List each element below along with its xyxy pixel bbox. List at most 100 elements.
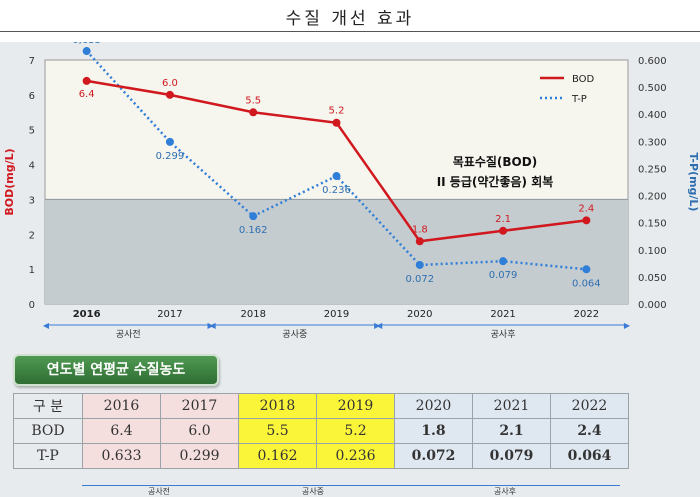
table-cell: 0.633 [82, 443, 161, 469]
bod-data-label: 5.5 [245, 95, 261, 106]
right-tick-label: 0.500 [638, 83, 667, 94]
tp-data-label: 0.064 [572, 278, 601, 289]
period-arrow-right: ▶ [624, 321, 631, 330]
left-tick-label: 7 [29, 56, 35, 67]
year-header: 2019 [316, 393, 395, 419]
period-arrow-left: ◀ [43, 321, 50, 330]
period-arrow-right: ▶ [374, 321, 381, 330]
year-header: 2021 [472, 393, 551, 419]
left-tick-label: 1 [29, 265, 35, 276]
bod-point [82, 76, 91, 85]
tp-data-label: 0.236 [322, 185, 351, 196]
tp-point [332, 172, 341, 181]
period-arrow-left: ◀ [376, 321, 383, 330]
tp-point [415, 260, 424, 269]
table-period-mid: 공사중 [301, 487, 325, 496]
right-tick-label: 0.250 [638, 164, 667, 175]
bod-point [249, 108, 258, 117]
right-tick-label: 0.000 [638, 300, 667, 311]
target-annotation-line2: II 등급(약간좋음) 회복 [437, 174, 554, 189]
bod-point [582, 216, 591, 225]
x-tick-label: 2017 [157, 309, 182, 320]
bod-data-label: 6.4 [79, 89, 95, 100]
period-label: 공사중 [282, 329, 307, 340]
page-title: 수질 개선 효과 [285, 9, 415, 29]
tp-point [165, 137, 174, 146]
tp-data-label: 0.299 [156, 151, 185, 162]
right-tick-label: 0.300 [638, 137, 667, 148]
period-label: 공사후 [491, 329, 516, 340]
left-tick-label: 0 [29, 300, 35, 311]
table-cell: 0.299 [160, 443, 239, 469]
bod-data-label: 2.1 [495, 214, 511, 225]
table-cell: 2.1 [472, 418, 551, 444]
table-header-row: 구 분 2016 2017 2018 2019 2020 2021 2022 [13, 393, 629, 419]
right-axis-title: T-P(mg/L) [687, 153, 700, 212]
table-cell: 0.162 [238, 443, 317, 469]
left-tick-label: 4 [29, 161, 35, 172]
bod-point [165, 90, 174, 99]
title-rule [0, 31, 700, 32]
year-header: 2018 [238, 393, 317, 419]
left-axis-title: BOD(mg/L) [3, 148, 16, 215]
tp-point [82, 47, 91, 56]
period-line-pre [82, 485, 236, 486]
period-line-mid [236, 485, 390, 486]
right-tick-label: 0.100 [638, 246, 667, 257]
left-tick-label: 6 [29, 91, 35, 102]
table-cell: 0.236 [316, 443, 395, 469]
table-cell: 0.072 [394, 443, 473, 469]
left-tick-label: 3 [29, 195, 35, 206]
table-title-badge: 연도별 연평균 수질농도 [13, 354, 219, 386]
bod-point [499, 226, 508, 235]
tp-data-label: 0.162 [239, 225, 268, 236]
left-tick-label: 2 [29, 230, 35, 241]
year-header: 2020 [394, 393, 473, 419]
tp-point [582, 265, 591, 274]
period-line-post [390, 485, 620, 486]
year-header: 2016 [82, 393, 161, 419]
bod-data-label: 5.2 [329, 106, 345, 117]
table-cell: 5.2 [316, 418, 395, 444]
row-label: BOD [13, 418, 83, 444]
table-period-post: 공사후 [493, 487, 517, 496]
year-header: 2017 [160, 393, 239, 419]
table-cell: 6.0 [160, 418, 239, 444]
table-cell: 6.4 [82, 418, 161, 444]
table-period-pre: 공사전 [147, 487, 171, 496]
concentration-table: 구 분 2016 2017 2018 2019 2020 2021 2022 B… [13, 393, 629, 469]
left-tick-label: 5 [29, 126, 35, 137]
tp-point [499, 257, 508, 266]
tp-data-label: 0,633 [72, 42, 101, 46]
tp-data-label: 0.072 [405, 274, 434, 285]
right-tick-label: 0.600 [638, 56, 667, 67]
x-tick-label: 2019 [324, 309, 349, 320]
year-header: 2022 [550, 393, 629, 419]
x-tick-label: 2022 [574, 309, 599, 320]
period-label: 공사전 [116, 329, 141, 340]
right-tick-label: 0.050 [638, 273, 667, 284]
table-cell: 0.079 [472, 443, 551, 469]
x-tick-label: 2021 [490, 309, 515, 320]
tp-data-label: 0.079 [489, 270, 518, 281]
bod-data-label: 2.4 [578, 203, 594, 214]
table-row-tp: T-P 0.633 0.299 0.162 0.236 0.072 0.079 … [13, 443, 629, 469]
bod-data-label: 1.8 [412, 224, 428, 235]
period-arrow-right: ▶ [207, 321, 214, 330]
x-tick-label: 2016 [73, 309, 101, 320]
right-tick-label: 0.150 [638, 219, 667, 230]
row-label: T-P [13, 443, 83, 469]
x-tick-label: 2020 [407, 309, 432, 320]
legend-tp-label: T-P [571, 94, 587, 105]
tp-point [249, 212, 258, 221]
water-quality-chart: 0 1 2 3 4 5 6 7 0.000 0.050 0.100 0.150 0.200 0.250 0.… [3, 42, 700, 340]
x-tick-label: 2018 [240, 309, 265, 320]
bod-point [332, 118, 341, 127]
target-annotation-line1: 목표수질(BOD) [453, 155, 537, 169]
table-cell: 5.5 [238, 418, 317, 444]
table-cell: 2.4 [550, 418, 629, 444]
period-arrow-left: ◀ [209, 321, 216, 330]
table-cell: 1.8 [394, 418, 473, 444]
table-row-bod: BOD 6.4 6.0 5.5 5.2 1.8 2.1 2.4 [13, 418, 629, 444]
table-cell: 0.064 [550, 443, 629, 469]
